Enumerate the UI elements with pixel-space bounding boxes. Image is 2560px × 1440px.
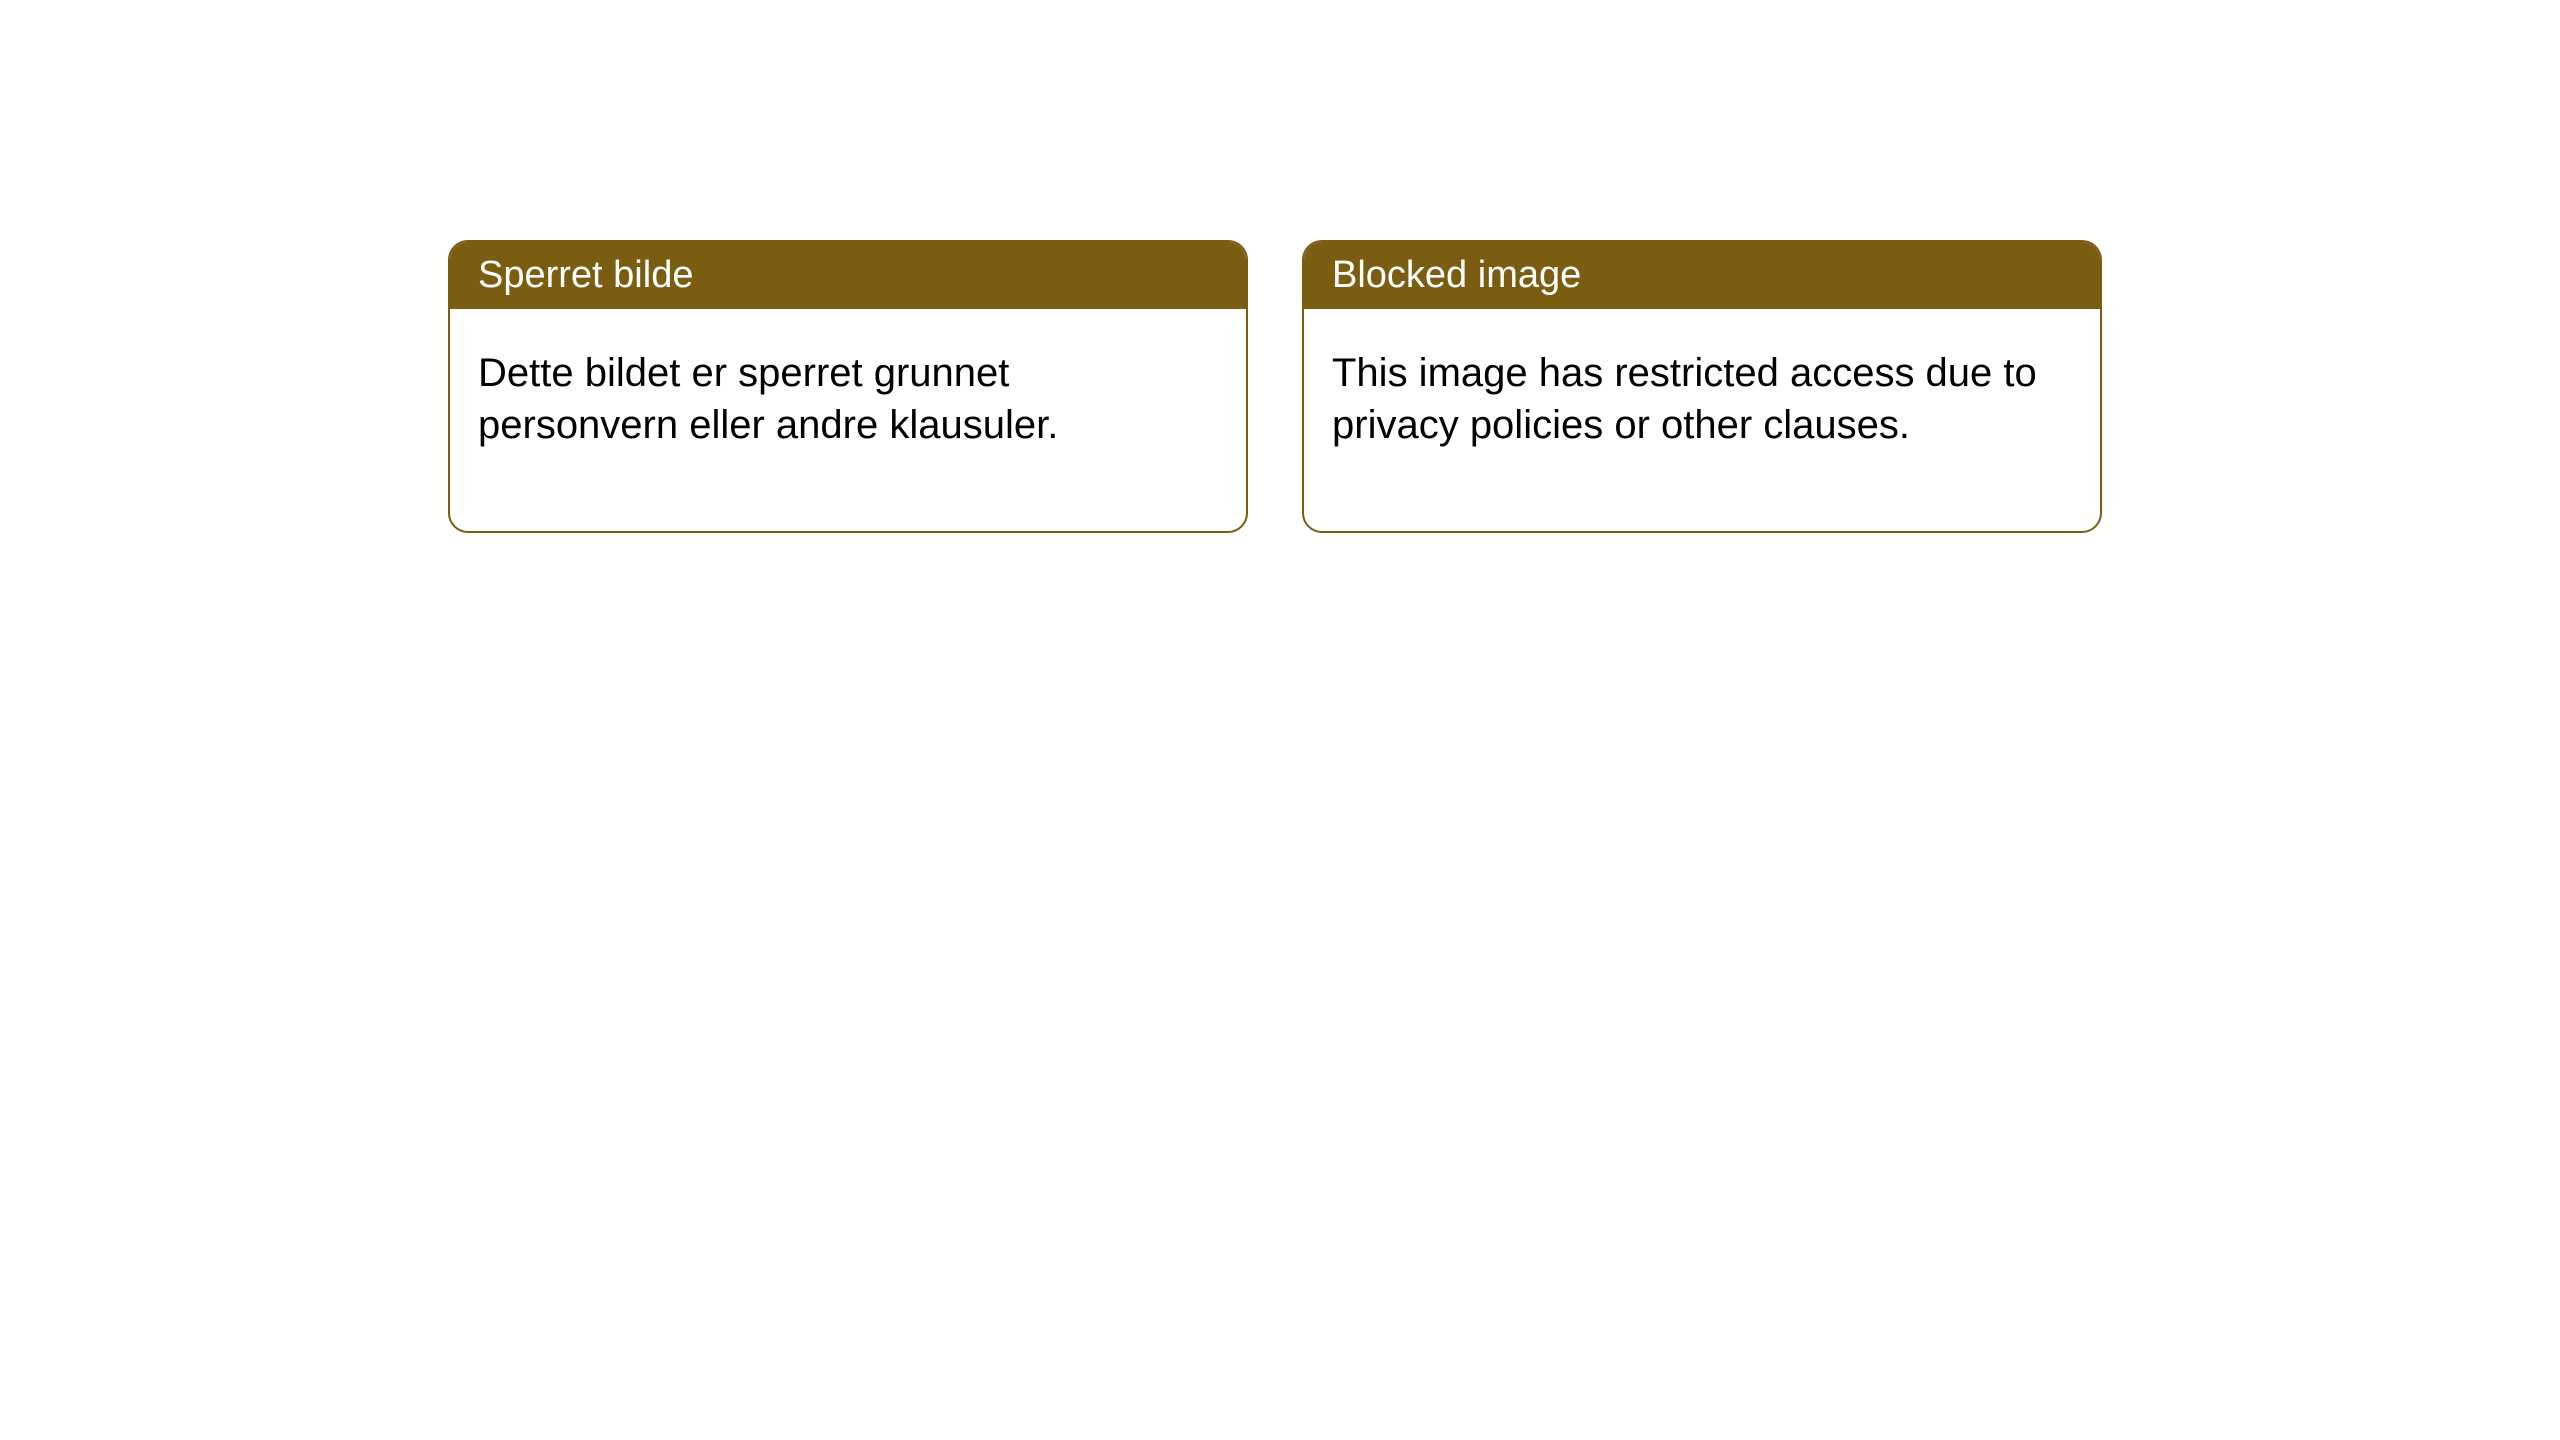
notice-title: Blocked image [1332, 254, 1581, 296]
notice-header: Sperret bilde [450, 242, 1246, 309]
notice-body: This image has restricted access due to … [1304, 309, 2100, 531]
notice-title: Sperret bilde [478, 254, 693, 296]
notice-header: Blocked image [1304, 242, 2100, 309]
notice-message: This image has restricted access due to … [1332, 351, 2037, 447]
notice-container: Sperret bilde Dette bildet er sperret gr… [0, 0, 2560, 533]
notice-card-english: Blocked image This image has restricted … [1302, 240, 2102, 533]
notice-body: Dette bildet er sperret grunnet personve… [450, 309, 1246, 531]
notice-message: Dette bildet er sperret grunnet personve… [478, 351, 1058, 447]
notice-card-norwegian: Sperret bilde Dette bildet er sperret gr… [448, 240, 1248, 533]
